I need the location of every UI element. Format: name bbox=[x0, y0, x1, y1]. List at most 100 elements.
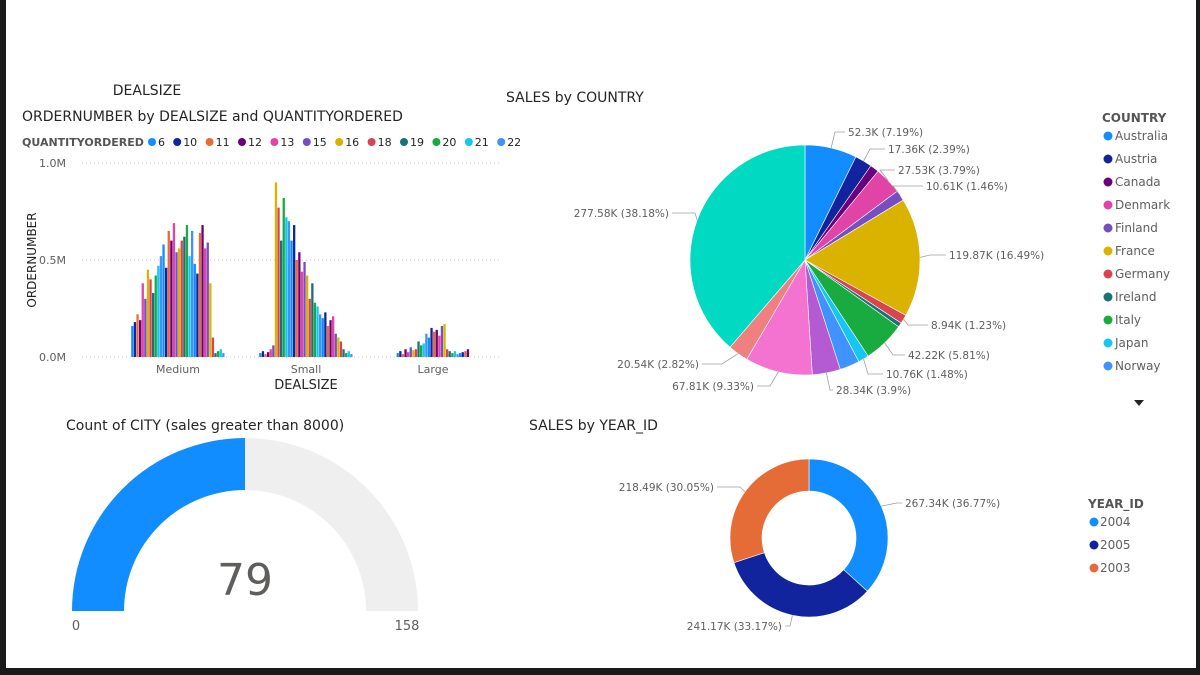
bar[interactable] bbox=[414, 349, 418, 357]
bar[interactable] bbox=[401, 354, 405, 357]
legend-marker[interactable] bbox=[1103, 292, 1113, 302]
bar[interactable] bbox=[274, 182, 278, 357]
legend-marker[interactable] bbox=[238, 138, 246, 146]
bar[interactable] bbox=[427, 337, 431, 357]
bar[interactable] bbox=[347, 351, 350, 357]
bar[interactable] bbox=[178, 248, 181, 357]
bar-legend[interactable]: 6 10 11 12 13 15 16 18 19 20 21 22 bbox=[148, 136, 521, 149]
legend-label[interactable]: 18 bbox=[378, 136, 392, 149]
legend-marker[interactable] bbox=[148, 138, 156, 146]
bar[interactable] bbox=[206, 242, 209, 357]
year-donut-slices[interactable] bbox=[729, 458, 889, 618]
bar[interactable] bbox=[324, 312, 327, 357]
bar[interactable] bbox=[446, 349, 449, 357]
bar[interactable] bbox=[303, 261, 306, 357]
bar[interactable] bbox=[319, 314, 322, 357]
country-pie-slices[interactable] bbox=[689, 144, 921, 376]
bar[interactable] bbox=[146, 269, 150, 357]
legend-label[interactable]: Norway bbox=[1115, 359, 1161, 373]
bar[interactable] bbox=[422, 343, 425, 357]
bar[interactable] bbox=[316, 306, 319, 357]
legend-marker[interactable] bbox=[205, 138, 214, 146]
bar[interactable] bbox=[321, 318, 324, 357]
bar[interactable] bbox=[193, 263, 196, 357]
bar[interactable] bbox=[438, 335, 441, 357]
bar[interactable] bbox=[175, 252, 178, 357]
legend-marker[interactable] bbox=[1103, 223, 1113, 233]
legend-marker[interactable] bbox=[270, 138, 279, 146]
legend-label[interactable]: Austria bbox=[1115, 152, 1157, 166]
bar[interactable] bbox=[412, 350, 415, 357]
legend-label[interactable]: 19 bbox=[410, 136, 424, 149]
bar[interactable] bbox=[191, 230, 194, 357]
legend-marker[interactable] bbox=[1103, 177, 1113, 187]
bar[interactable] bbox=[334, 333, 337, 357]
legend-label[interactable]: Canada bbox=[1115, 175, 1161, 189]
bar[interactable] bbox=[425, 333, 428, 357]
legend-label[interactable]: Japan bbox=[1114, 336, 1148, 350]
legend-marker[interactable] bbox=[335, 138, 344, 146]
bar[interactable] bbox=[185, 225, 189, 357]
pie-slice[interactable] bbox=[808, 458, 889, 592]
legend-marker[interactable] bbox=[1103, 200, 1113, 210]
bar[interactable] bbox=[211, 337, 215, 357]
year-donut-visual[interactable]: SALES by YEAR_ID 267.34K (36.77%) 241.17K… bbox=[529, 418, 1144, 633]
bar[interactable] bbox=[183, 236, 186, 357]
legend-label[interactable]: Denmark bbox=[1115, 198, 1170, 212]
bar[interactable] bbox=[154, 275, 157, 357]
pie-slice[interactable] bbox=[729, 458, 810, 564]
country-legend[interactable]: Australia Austria Canada Denmark Finland Fran… bbox=[1103, 129, 1171, 373]
legend-marker[interactable] bbox=[1103, 269, 1113, 279]
bar[interactable] bbox=[196, 273, 199, 357]
pie-slice[interactable] bbox=[733, 552, 868, 618]
legend-label[interactable]: 11 bbox=[216, 136, 230, 149]
country-pie-visual[interactable]: SALES by COUNTRY 52.3K (7.19%) 17.36K (2.… bbox=[506, 90, 1170, 406]
bar[interactable] bbox=[219, 349, 222, 357]
bar[interactable] bbox=[144, 298, 147, 357]
bar[interactable] bbox=[272, 345, 275, 357]
bar[interactable] bbox=[159, 256, 163, 357]
bar[interactable] bbox=[264, 354, 267, 357]
bar[interactable] bbox=[293, 225, 296, 357]
bar[interactable] bbox=[461, 352, 464, 357]
legend-label[interactable]: 2003 bbox=[1100, 561, 1131, 575]
bar[interactable] bbox=[259, 353, 262, 357]
bar[interactable] bbox=[311, 283, 314, 357]
bar[interactable] bbox=[167, 230, 170, 357]
bar[interactable] bbox=[407, 352, 410, 357]
bar[interactable] bbox=[198, 232, 202, 357]
bar[interactable] bbox=[313, 302, 317, 357]
legend-label[interactable]: Italy bbox=[1115, 313, 1141, 327]
bar[interactable] bbox=[448, 351, 451, 357]
bar[interactable] bbox=[326, 325, 330, 357]
bar[interactable] bbox=[180, 240, 183, 357]
legend-label[interactable]: 6 bbox=[158, 136, 165, 149]
bar[interactable] bbox=[329, 320, 332, 357]
legend-marker[interactable] bbox=[1103, 361, 1113, 371]
bar[interactable] bbox=[404, 349, 407, 357]
legend-label[interactable]: France bbox=[1115, 244, 1155, 258]
bar[interactable] bbox=[277, 207, 280, 357]
legend-label[interactable]: Finland bbox=[1115, 221, 1158, 235]
bar[interactable] bbox=[201, 225, 204, 357]
legend-marker[interactable] bbox=[1103, 154, 1113, 164]
bar[interactable] bbox=[295, 260, 298, 357]
legend-label[interactable]: 16 bbox=[345, 136, 359, 149]
bar-marks[interactable] bbox=[131, 182, 470, 357]
bar[interactable] bbox=[396, 353, 399, 357]
bar[interactable] bbox=[165, 267, 168, 357]
legend-label[interactable]: 15 bbox=[313, 136, 327, 149]
bar[interactable] bbox=[308, 298, 311, 357]
gauge-visual[interactable]: Count of CITY (sales greater than 8000) … bbox=[66, 418, 419, 634]
bar[interactable] bbox=[172, 223, 176, 357]
legend-marker[interactable] bbox=[400, 138, 408, 146]
bar[interactable] bbox=[459, 353, 462, 357]
bar[interactable] bbox=[342, 349, 345, 357]
bar[interactable] bbox=[464, 351, 467, 357]
bar[interactable] bbox=[466, 349, 470, 357]
bar[interactable] bbox=[298, 252, 301, 357]
legend-marker[interactable] bbox=[464, 138, 473, 146]
bar[interactable] bbox=[217, 351, 220, 357]
bar[interactable] bbox=[131, 325, 134, 357]
bar[interactable] bbox=[433, 331, 436, 357]
